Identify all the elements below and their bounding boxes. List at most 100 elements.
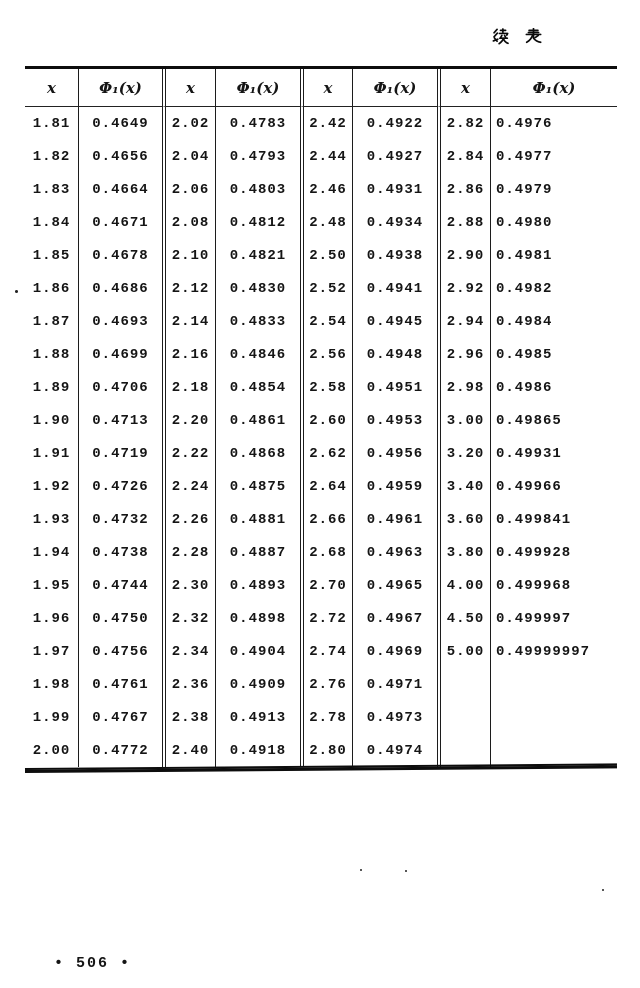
- table-cell-phi: 0.4931: [352, 173, 437, 206]
- table-cell-phi: 0.4976: [490, 107, 617, 140]
- table-cell-phi: 0.4948: [352, 338, 437, 371]
- table-cell-x: 4.50: [437, 602, 490, 635]
- table-cell-x: 2.88: [437, 206, 490, 239]
- table-cell-phi: 0.4974: [352, 734, 437, 767]
- table-cell-phi: 0.4803: [215, 173, 300, 206]
- phi-table-grid: x Φ₁(x) x Φ₁(x) x Φ₁(x) x Φ₁(x) 1.81 0.46…: [25, 66, 617, 767]
- table-cell-x: 2.80: [300, 734, 352, 767]
- table-cell-x: 2.82: [437, 107, 490, 140]
- table-cell-phi: 0.4833: [215, 305, 300, 338]
- table-cell-phi: 0.4744: [78, 569, 162, 602]
- table-cell-x: 2.04: [162, 140, 215, 173]
- table-cell-phi: 0.4854: [215, 371, 300, 404]
- table-cell-phi: 0.4953: [352, 404, 437, 437]
- table-cell-phi: 0.4965: [352, 569, 437, 602]
- column-header-x: x: [25, 69, 78, 107]
- table-cell-x: 2.90: [437, 239, 490, 272]
- table-cell-phi: 0.499928: [490, 536, 617, 569]
- table-cell-x: 2.08: [162, 206, 215, 239]
- table-cell-x: 2.52: [300, 272, 352, 305]
- column-header-phi: Φ₁(x): [215, 69, 300, 107]
- table-cell-x: 2.36: [162, 668, 215, 701]
- table-cell-phi: 0.4821: [215, 239, 300, 272]
- table-cell-x: 2.42: [300, 107, 352, 140]
- table-cell-phi: 0.4985: [490, 338, 617, 371]
- table-cell-phi: [490, 734, 617, 767]
- table-cell-x: 2.16: [162, 338, 215, 371]
- table-cell-phi: 0.4934: [352, 206, 437, 239]
- table-cell-x: 2.60: [300, 404, 352, 437]
- table-cell-x: 1.91: [32, 445, 71, 462]
- table-cell-phi: 0.4649: [78, 107, 162, 140]
- table-cell-phi: [490, 701, 617, 734]
- column-header-x: x: [437, 69, 490, 107]
- table-cell-x: 1.98: [32, 676, 71, 693]
- table-cell-x: 2.48: [300, 206, 352, 239]
- table-cell-x: 1.99: [32, 709, 71, 726]
- table-cell-phi: 0.4726: [78, 470, 162, 503]
- table-cell-x: 2.34: [162, 635, 215, 668]
- table-cell-x: 1.97: [32, 643, 71, 660]
- table-cell-x: 2.06: [162, 173, 215, 206]
- table-cell-phi: 0.49931: [490, 437, 617, 470]
- column-header-phi: Φ₁(x): [490, 69, 617, 107]
- table-cell-x: 2.24: [162, 470, 215, 503]
- table-cell-x: 2.22: [162, 437, 215, 470]
- table-cell-phi: 0.4664: [78, 173, 162, 206]
- table-cell-phi: 0.4986: [490, 371, 617, 404]
- table-cell-x: 1.87: [32, 313, 71, 330]
- table-cell-phi: 0.499997: [490, 602, 617, 635]
- hanzi-biao-glyph: [525, 28, 542, 44]
- table-cell-phi: 0.4973: [352, 701, 437, 734]
- table-cell-x: 2.78: [300, 701, 352, 734]
- table-cell-phi: 0.4918: [215, 734, 300, 767]
- table-cell-phi: 0.4887: [215, 536, 300, 569]
- table-cell-phi: 0.4656: [78, 140, 162, 173]
- table-cell-x: 2.94: [437, 305, 490, 338]
- table-cell-x: 2.98: [437, 371, 490, 404]
- table-cell-phi: 0.4909: [215, 668, 300, 701]
- table-cell-phi: 0.4699: [78, 338, 162, 371]
- table-cell-phi: 0.4846: [215, 338, 300, 371]
- table-cell-x: 1.90: [32, 412, 71, 429]
- table-cell-x: 1.81: [32, 115, 71, 132]
- table-cell-phi: 0.4961: [352, 503, 437, 536]
- table-cell-x: 1.94: [32, 544, 71, 561]
- table-cell-x: 2.92: [437, 272, 490, 305]
- table-cell-x: 2.32: [162, 602, 215, 635]
- table-cell-phi: 0.4793: [215, 140, 300, 173]
- table-cell-phi: 0.4671: [78, 206, 162, 239]
- page-number: • 506 •: [54, 955, 132, 972]
- table-cell-x: 2.30: [162, 569, 215, 602]
- table-cell-x: 1.84: [32, 214, 71, 231]
- table-cell-x: 1.83: [32, 181, 71, 198]
- table-cell-phi: 0.4971: [352, 668, 437, 701]
- table-cell-phi: 0.4956: [352, 437, 437, 470]
- table-cell-x: 3.40: [437, 470, 490, 503]
- table-cell-x: 2.00: [32, 742, 71, 759]
- table-cell-x: 2.58: [300, 371, 352, 404]
- scan-speck: [405, 870, 407, 872]
- scan-speck: [15, 290, 18, 293]
- table-cell-x: 2.74: [300, 635, 352, 668]
- scan-speck: [360, 869, 362, 871]
- table-cell-phi: 0.4963: [352, 536, 437, 569]
- table-cell-x: 1.85: [32, 247, 71, 264]
- table-cell-x: 1.93: [32, 511, 71, 528]
- table-cell-phi: 0.4881: [215, 503, 300, 536]
- table-cell-phi: 0.4783: [215, 107, 300, 140]
- table-cell-x: 2.18: [162, 371, 215, 404]
- table-cell-phi: 0.4686: [78, 272, 162, 305]
- table-cell-phi: 0.4772: [78, 734, 162, 767]
- table-cell-phi: 0.4761: [78, 668, 162, 701]
- table-cell-x: 2.40: [162, 734, 215, 767]
- table-cell-phi: 0.4756: [78, 635, 162, 668]
- table-cell-phi: 0.4719: [78, 437, 162, 470]
- column-header-x: x: [300, 69, 352, 107]
- table-cell-x: 2.12: [162, 272, 215, 305]
- table-cell-x: [437, 734, 490, 767]
- table-cell-x: 1.95: [32, 577, 71, 594]
- table-cell-x: 2.62: [300, 437, 352, 470]
- table-cell-x: 2.46: [300, 173, 352, 206]
- table-cell-phi: 0.4904: [215, 635, 300, 668]
